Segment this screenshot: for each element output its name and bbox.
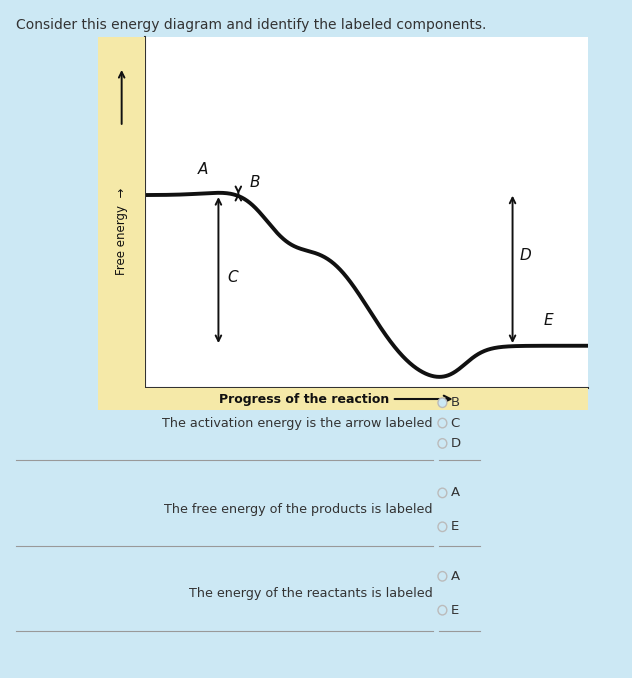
Text: Consider this energy diagram and identify the labeled components.: Consider this energy diagram and identif… xyxy=(16,18,486,33)
Text: The free energy of the products is labeled: The free energy of the products is label… xyxy=(164,503,433,517)
Text: B: B xyxy=(451,396,459,410)
Text: A: A xyxy=(451,570,459,583)
Text: The activation energy is the arrow labeled: The activation energy is the arrow label… xyxy=(162,416,433,430)
Text: B: B xyxy=(250,176,260,191)
Text: A: A xyxy=(198,161,208,177)
Text: D: D xyxy=(520,248,531,263)
Text: C: C xyxy=(228,270,238,285)
Text: The energy of the reactants is labeled: The energy of the reactants is labeled xyxy=(189,586,433,600)
Text: C: C xyxy=(451,416,460,430)
Text: E: E xyxy=(544,313,553,328)
Text: A: A xyxy=(451,486,459,500)
Text: D: D xyxy=(451,437,461,450)
Text: Free energy  →: Free energy → xyxy=(115,188,128,275)
Text: E: E xyxy=(451,603,459,617)
Text: Progress of the reaction: Progress of the reaction xyxy=(219,393,389,405)
Text: E: E xyxy=(451,520,459,534)
